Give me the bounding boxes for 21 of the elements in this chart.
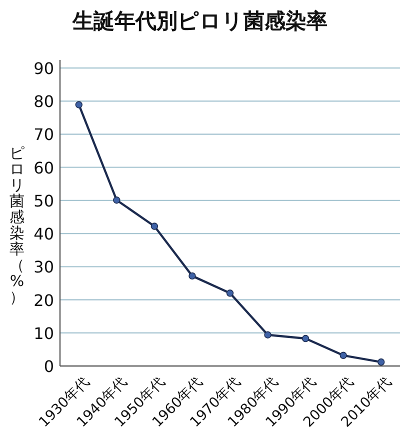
point bbox=[113, 196, 120, 204]
y-tick-label: 40 bbox=[34, 224, 54, 244]
chart-title: 生誕年代別ピロリ菌感染率 bbox=[72, 9, 328, 33]
y-tick-label: 80 bbox=[34, 92, 54, 112]
point bbox=[188, 272, 196, 280]
point bbox=[150, 222, 158, 230]
y-tick-label: 20 bbox=[34, 290, 54, 310]
y-tick-label: 10 bbox=[34, 324, 54, 343]
y-tick-label: 0 bbox=[44, 357, 54, 376]
point bbox=[75, 101, 82, 108]
y-tick-label: 30 bbox=[34, 258, 54, 277]
point bbox=[264, 331, 272, 338]
point bbox=[340, 352, 347, 360]
y-tick-label: 90 bbox=[34, 59, 54, 78]
y-tick-label: 50 bbox=[34, 191, 54, 210]
point bbox=[302, 334, 310, 342]
y-tick-label: 70 bbox=[34, 125, 54, 144]
point bbox=[226, 290, 234, 297]
y-tick-label: 60 bbox=[34, 158, 54, 178]
point bbox=[378, 358, 385, 366]
text: ピロリ菌感染率（%） bbox=[10, 144, 24, 306]
